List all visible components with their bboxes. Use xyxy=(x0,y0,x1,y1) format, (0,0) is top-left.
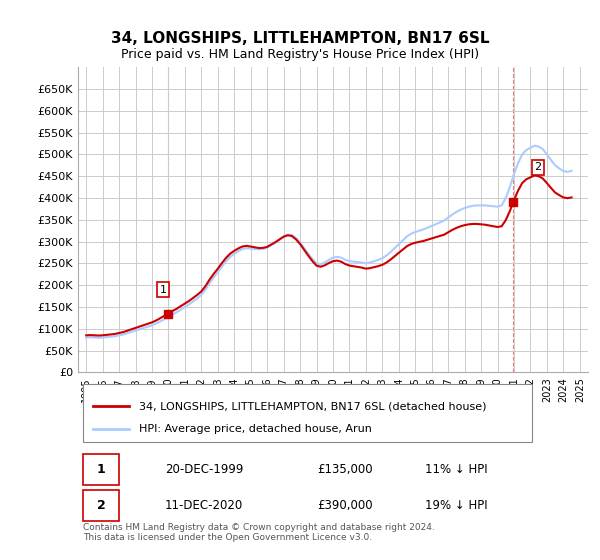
Text: 34, LONGSHIPS, LITTLEHAMPTON, BN17 6SL: 34, LONGSHIPS, LITTLEHAMPTON, BN17 6SL xyxy=(111,31,489,46)
Text: 19% ↓ HPI: 19% ↓ HPI xyxy=(425,500,487,512)
Text: Price paid vs. HM Land Registry's House Price Index (HPI): Price paid vs. HM Land Registry's House … xyxy=(121,48,479,60)
Text: 20-DEC-1999: 20-DEC-1999 xyxy=(164,463,243,477)
Text: 11% ↓ HPI: 11% ↓ HPI xyxy=(425,463,487,477)
Text: 34, LONGSHIPS, LITTLEHAMPTON, BN17 6SL (detached house): 34, LONGSHIPS, LITTLEHAMPTON, BN17 6SL (… xyxy=(139,402,487,412)
Text: 1: 1 xyxy=(160,284,166,295)
Text: 11-DEC-2020: 11-DEC-2020 xyxy=(164,500,243,512)
Text: £135,000: £135,000 xyxy=(318,463,373,477)
Text: Contains HM Land Registry data © Crown copyright and database right 2024.
This d: Contains HM Land Registry data © Crown c… xyxy=(83,522,435,542)
Text: HPI: Average price, detached house, Arun: HPI: Average price, detached house, Arun xyxy=(139,423,372,433)
FancyBboxPatch shape xyxy=(83,491,119,521)
Text: 2: 2 xyxy=(97,500,106,512)
Text: 2: 2 xyxy=(534,162,541,172)
Text: £390,000: £390,000 xyxy=(318,500,373,512)
Text: 1: 1 xyxy=(97,463,106,477)
FancyBboxPatch shape xyxy=(83,454,119,486)
FancyBboxPatch shape xyxy=(83,384,532,442)
